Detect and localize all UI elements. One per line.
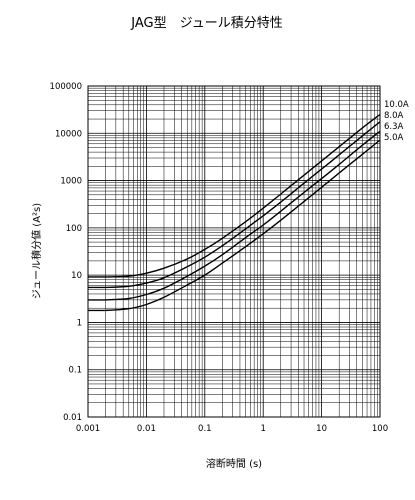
y-tick-label: 100 [66,224,82,234]
y-axis-label: ジュール積分値 (A²s) [30,203,43,299]
x-tick-label: 0.001 [76,424,100,434]
y-tick-label: 0.01 [63,413,82,423]
x-tick-label: 1 [260,424,265,434]
series-label: 5.0A [384,133,404,143]
plot-frame [87,85,381,418]
x-tick-labels: 0.001 0.01 0.1 1 10 100 [76,424,388,434]
series-line [87,130,381,301]
series-line [87,139,381,312]
series-labels: 10.0A8.0A6.3A5.0A [384,100,409,143]
curves [87,113,381,312]
x-tick-label: 10 [316,424,327,434]
y-tick-label: 1000 [60,177,82,187]
y-tick-label: 10 [71,271,82,281]
y-tick-labels: 0.01 0.1 1 10 100 1000 10000 100000 [50,82,82,423]
x-axis-label: 溶断時間 (s) [206,457,262,470]
x-tick-label: 0.01 [137,424,156,434]
series-line [87,113,381,278]
y-tick-label: 0.1 [68,366,82,376]
series-label: 8.0A [384,111,404,121]
y-tick-label: 10000 [55,129,82,139]
series-line [87,121,381,289]
series-label: 10.0A [384,100,409,110]
chart-title: JAG型 ジュール積分特性 [130,16,282,31]
series-label: 6.3A [384,122,404,132]
x-tick-label: 100 [372,424,388,434]
x-tick-label: 0.1 [198,424,212,434]
y-tick-label: 1 [77,318,82,328]
grid [87,86,380,418]
y-tick-label: 100000 [50,82,82,92]
